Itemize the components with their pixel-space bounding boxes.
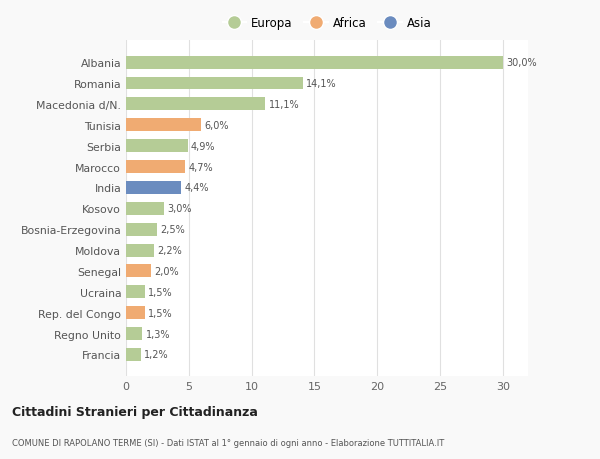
Bar — [126, 140, 188, 153]
Bar — [126, 244, 154, 257]
Bar — [126, 182, 181, 195]
Text: 1,5%: 1,5% — [148, 308, 173, 318]
Bar — [126, 307, 145, 319]
Bar — [126, 223, 157, 236]
Text: 2,5%: 2,5% — [161, 225, 185, 235]
Text: 1,3%: 1,3% — [145, 329, 170, 339]
Bar — [126, 202, 164, 215]
Text: 3,0%: 3,0% — [167, 204, 191, 214]
Text: 4,7%: 4,7% — [188, 162, 213, 172]
Bar — [126, 78, 303, 90]
Text: 6,0%: 6,0% — [205, 121, 229, 130]
Text: 1,5%: 1,5% — [148, 287, 173, 297]
Text: Cittadini Stranieri per Cittadinanza: Cittadini Stranieri per Cittadinanza — [12, 405, 258, 419]
Bar — [126, 98, 265, 111]
Text: 2,2%: 2,2% — [157, 246, 182, 256]
Bar — [126, 119, 202, 132]
Text: 30,0%: 30,0% — [506, 58, 536, 68]
Text: COMUNE DI RAPOLANO TERME (SI) - Dati ISTAT al 1° gennaio di ogni anno - Elaboraz: COMUNE DI RAPOLANO TERME (SI) - Dati IST… — [12, 438, 444, 447]
Bar — [126, 161, 185, 174]
Text: 11,1%: 11,1% — [269, 100, 299, 110]
Text: 1,2%: 1,2% — [144, 350, 169, 360]
Text: 14,1%: 14,1% — [306, 79, 337, 89]
Bar — [126, 56, 503, 69]
Bar — [126, 348, 141, 361]
Text: 2,0%: 2,0% — [154, 266, 179, 276]
Bar — [126, 327, 142, 340]
Text: 4,4%: 4,4% — [184, 183, 209, 193]
Bar — [126, 285, 145, 299]
Legend: Europa, Africa, Asia: Europa, Africa, Asia — [219, 14, 435, 34]
Bar — [126, 265, 151, 278]
Text: 4,9%: 4,9% — [191, 141, 215, 151]
